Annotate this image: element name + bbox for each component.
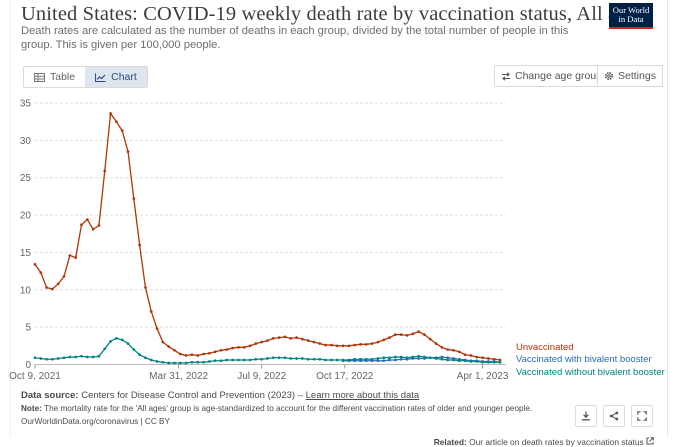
gear-icon bbox=[604, 71, 614, 81]
settings-button[interactable]: Settings bbox=[597, 65, 663, 87]
tab-chart[interactable]: Chart bbox=[85, 67, 147, 87]
download-icon bbox=[582, 411, 590, 421]
tab-chart-label: Chart bbox=[111, 71, 137, 83]
share-button[interactable] bbox=[603, 405, 625, 427]
chart-subtitle: Death rates are calculated as the number… bbox=[21, 25, 569, 51]
tab-table-label: Table bbox=[50, 71, 76, 83]
learn-more-link[interactable]: Learn more about this data bbox=[305, 390, 420, 401]
change-age-group-button[interactable]: Change age group bbox=[494, 65, 609, 87]
data-source-label: Data source: bbox=[21, 390, 79, 401]
settings-label: Settings bbox=[618, 70, 656, 82]
fullscreen-button[interactable] bbox=[631, 405, 653, 427]
related-article[interactable]: Related: Our article on death rates by v… bbox=[434, 437, 654, 447]
chart-url[interactable]: OurWorldinData.org/coronavirus | CC BY bbox=[21, 417, 170, 426]
data-source: Data source: Centers for Disease Control… bbox=[21, 390, 419, 401]
external-link-icon bbox=[646, 437, 654, 445]
related-text: Our article on death rates by vaccinatio… bbox=[469, 437, 644, 447]
note-text: The mortality rate for the 'All ages' gr… bbox=[44, 404, 533, 413]
view-tabs: Table Chart bbox=[23, 66, 148, 88]
table-icon bbox=[34, 72, 45, 82]
note-label: Note: bbox=[21, 404, 42, 413]
chart-frame bbox=[10, 0, 668, 436]
swap-arrows-icon bbox=[502, 71, 510, 81]
chart-title: United States: COVID-19 weekly death rat… bbox=[21, 3, 645, 25]
line-chart-icon bbox=[95, 73, 106, 82]
chart-note: Note: The mortality rate for the 'All ag… bbox=[21, 404, 561, 413]
share-icon bbox=[609, 411, 619, 421]
data-source-text: Centers for Disease Control and Preventi… bbox=[81, 390, 306, 401]
expand-icon bbox=[637, 411, 647, 421]
logo-line-1: Our World bbox=[612, 5, 650, 15]
tab-table[interactable]: Table bbox=[24, 67, 85, 87]
download-button[interactable] bbox=[575, 405, 597, 427]
related-label: Related: bbox=[433, 437, 467, 447]
change-age-group-label: Change age group bbox=[515, 70, 602, 82]
logo-line-2: in Data bbox=[618, 14, 644, 24]
owid-logo[interactable]: Our World in Data bbox=[609, 3, 653, 29]
